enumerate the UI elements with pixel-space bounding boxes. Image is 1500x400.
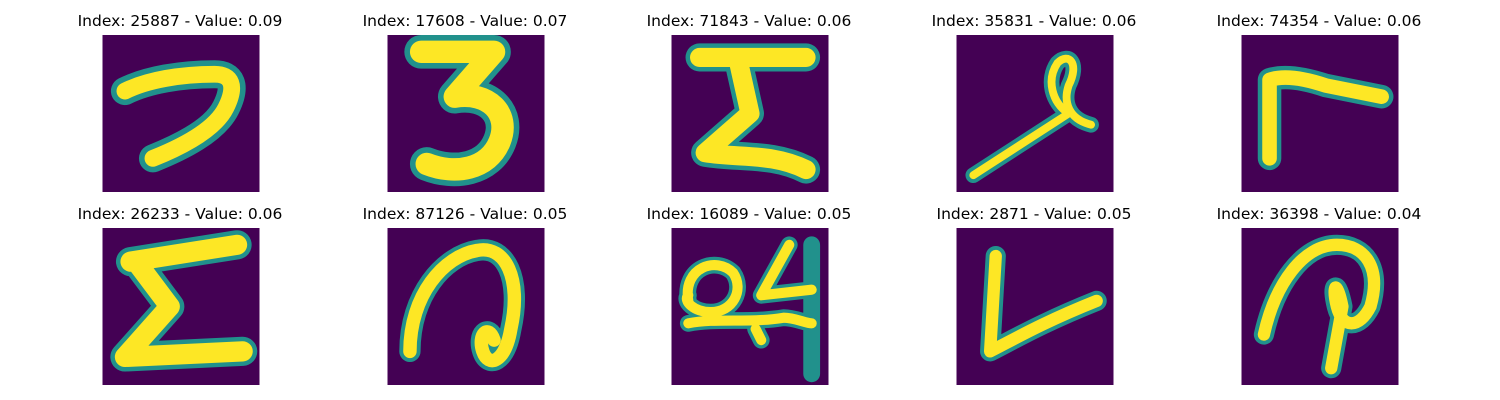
digit-image-sigma <box>102 228 260 385</box>
digit-image-7 <box>102 35 260 192</box>
panel-8: Index: 16089 - Value: 0.05 <box>609 205 889 385</box>
panel-title: Index: 25887 - Value: 0.09 <box>77 12 283 30</box>
panel-7: Index: 87126 - Value: 0.05 <box>325 205 605 385</box>
digit-image-v <box>956 228 1114 385</box>
digit-image-q4 <box>671 228 829 385</box>
panel-4: Index: 35831 - Value: 0.06 <box>894 12 1174 192</box>
panel-title: Index: 36398 - Value: 0.04 <box>1216 205 1422 223</box>
digit-image-loop-stroke <box>956 35 1114 192</box>
panel-title: Index: 2871 - Value: 0.05 <box>936 205 1132 223</box>
panel-title: Index: 87126 - Value: 0.05 <box>362 205 568 223</box>
digit-image-sigma-bar <box>671 35 829 192</box>
digit-image-p <box>1241 228 1399 385</box>
panel-title: Index: 26233 - Value: 0.06 <box>77 205 283 223</box>
panel-title: Index: 16089 - Value: 0.05 <box>646 205 852 223</box>
panel-1: Index: 25887 - Value: 0.09 <box>40 12 320 192</box>
panel-title: Index: 17608 - Value: 0.07 <box>362 12 568 30</box>
digit-image-a <box>387 228 545 385</box>
panel-9: Index: 2871 - Value: 0.05 <box>894 205 1174 385</box>
panel-2: Index: 17608 - Value: 0.07 <box>325 12 605 192</box>
digit-image-3 <box>387 35 545 192</box>
panel-10: Index: 36398 - Value: 0.04 <box>1179 205 1459 385</box>
digit-image-r <box>1241 35 1399 192</box>
panel-title: Index: 71843 - Value: 0.06 <box>646 12 852 30</box>
panel-title: Index: 74354 - Value: 0.06 <box>1216 12 1422 30</box>
panel-title: Index: 35831 - Value: 0.06 <box>931 12 1137 30</box>
panel-5: Index: 74354 - Value: 0.06 <box>1179 12 1459 192</box>
panel-3: Index: 71843 - Value: 0.06 <box>609 12 889 192</box>
panel-6: Index: 26233 - Value: 0.06 <box>40 205 320 385</box>
